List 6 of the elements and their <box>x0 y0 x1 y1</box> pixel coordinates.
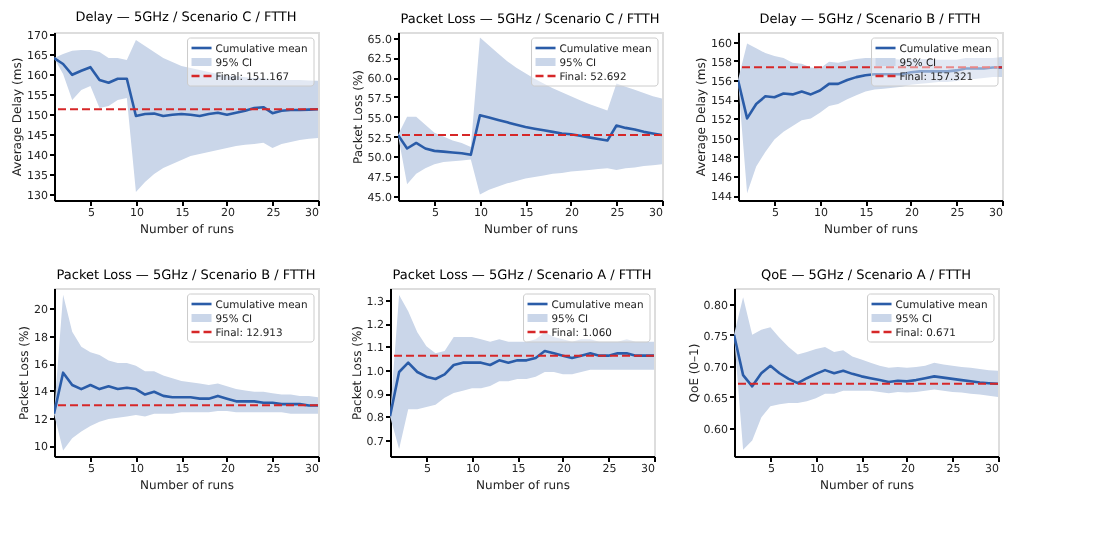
line-series <box>54 371 318 415</box>
line-series <box>390 349 654 418</box>
line-series <box>398 113 662 157</box>
line-series <box>734 333 998 388</box>
line-series <box>738 66 1002 120</box>
line-series <box>54 56 318 118</box>
